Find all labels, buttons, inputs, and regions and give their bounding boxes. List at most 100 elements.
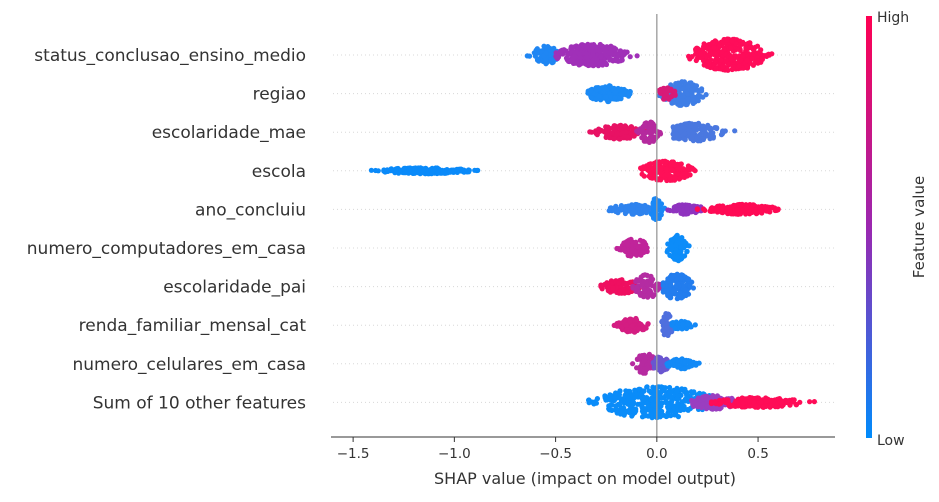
data-point [691, 389, 697, 395]
data-point [677, 293, 683, 299]
data-point [740, 53, 746, 59]
point-cluster-numero-computadores-em-casa-1 [664, 232, 692, 264]
data-point [657, 131, 664, 137]
data-point [534, 57, 541, 63]
data-point [612, 89, 619, 95]
data-point [606, 208, 612, 214]
data-point [643, 210, 650, 216]
data-point [706, 62, 713, 68]
data-point [701, 130, 708, 137]
data-point [625, 203, 631, 209]
feature-label-ano-concluiu: ano_concluiu [195, 200, 306, 220]
data-point [588, 88, 594, 94]
data-point [744, 204, 750, 210]
data-point [590, 63, 597, 69]
data-point [648, 279, 654, 285]
point-cluster-ano-concluiu-0 [606, 201, 655, 217]
data-point [750, 62, 757, 68]
data-point [747, 40, 753, 46]
data-point [670, 403, 676, 409]
data-point [640, 131, 646, 137]
point-cluster-regiao-0 [585, 83, 633, 105]
data-point [811, 399, 818, 405]
data-point [606, 83, 613, 89]
data-point [761, 204, 768, 210]
data-point [629, 413, 635, 419]
x-tick-label: −1.5 [337, 446, 370, 462]
data-point [629, 392, 635, 398]
data-point [634, 365, 640, 371]
data-point [695, 98, 701, 104]
data-point [554, 55, 561, 62]
point-cluster-status-conclusao-ensino-medio-0 [524, 43, 560, 67]
data-point [771, 402, 777, 408]
data-point [534, 49, 540, 56]
point-cluster-escolaridade-pai-1 [630, 272, 664, 300]
data-point [613, 403, 619, 409]
data-point [779, 400, 785, 406]
data-point [736, 202, 742, 208]
data-point [641, 410, 648, 416]
data-point [694, 206, 701, 212]
point-cluster-ano-concluiu-1 [648, 196, 668, 222]
data-point [684, 91, 691, 97]
data-point [604, 128, 610, 134]
data-point [608, 94, 614, 100]
feature-label-numero-celulares-em-casa: numero_celulares_em_casa [72, 355, 306, 375]
data-point [807, 399, 813, 405]
point-cluster-sum-of-10-other-features-2 [708, 395, 818, 410]
data-point [746, 209, 752, 215]
data-point [672, 325, 678, 331]
data-point [622, 49, 629, 56]
data-point [638, 252, 644, 258]
data-point [388, 166, 394, 172]
data-point [636, 278, 642, 284]
data-point [674, 254, 680, 260]
data-point [695, 87, 701, 93]
data-point [669, 274, 675, 280]
data-point [688, 80, 694, 86]
data-point [591, 42, 597, 49]
data-point [693, 57, 699, 64]
data-point [760, 404, 766, 410]
data-point [626, 90, 632, 96]
data-point [737, 42, 743, 48]
data-point [613, 390, 619, 396]
data-point [730, 64, 737, 70]
data-point [627, 403, 634, 409]
data-point [682, 366, 688, 372]
data-point [727, 204, 733, 210]
data-point [527, 53, 533, 59]
data-point [630, 399, 637, 405]
data-point [746, 395, 752, 401]
x-tick-label: −0.5 [539, 446, 572, 462]
data-point [754, 395, 761, 401]
data-point [439, 167, 445, 173]
data-point [684, 249, 690, 255]
colorbar-high-label: High [877, 10, 909, 26]
data-point [618, 407, 625, 413]
data-point [660, 412, 666, 418]
data-point [711, 45, 717, 51]
data-point [617, 388, 623, 394]
data-point [602, 394, 608, 400]
point-cluster-escola-1 [638, 158, 698, 184]
data-point [627, 54, 633, 60]
data-point [724, 37, 730, 43]
data-point [668, 167, 675, 173]
data-point [685, 163, 692, 169]
data-point [641, 326, 647, 333]
data-point [611, 136, 617, 142]
data-point [622, 123, 628, 129]
data-point [684, 121, 690, 127]
data-point [700, 58, 707, 64]
data-point [704, 403, 711, 409]
data-point [606, 135, 613, 141]
x-axis-title: SHAP value (impact on model output) [434, 469, 736, 488]
data-point [694, 402, 700, 408]
data-point [675, 400, 681, 406]
data-point [681, 405, 687, 411]
data-point [739, 404, 745, 410]
data-point [680, 97, 686, 103]
data-point [628, 124, 634, 130]
